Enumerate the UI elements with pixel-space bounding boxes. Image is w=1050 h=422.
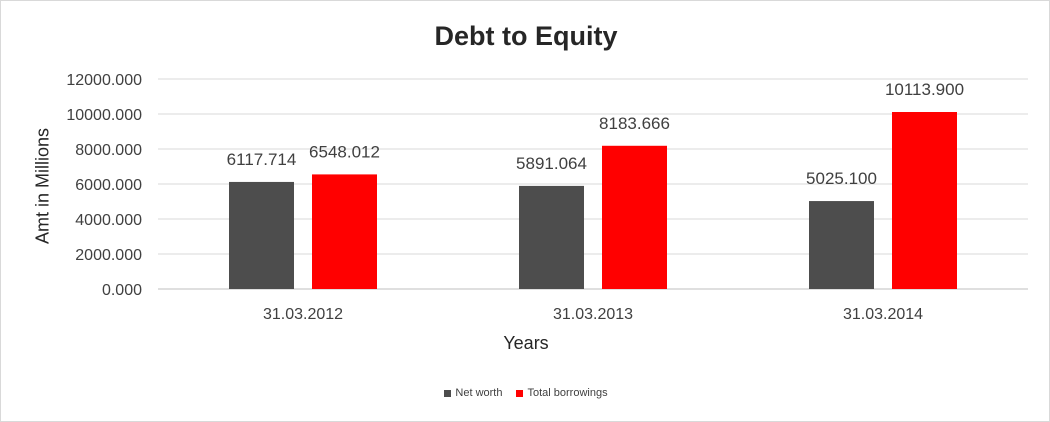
legend-item-total-borrowings: Total borrowings [516, 387, 608, 399]
bar-total-borrowings [602, 145, 667, 289]
y-tick-label: 6000.000 [75, 177, 142, 194]
data-label: 5891.064 [516, 154, 587, 173]
data-label: 10113.900 [885, 80, 964, 99]
x-tick-label: 31.03.2014 [843, 306, 923, 323]
bar-net-worth [809, 201, 874, 289]
legend-swatch-total-borrowings [516, 389, 524, 397]
y-tick-label: 10000.000 [66, 107, 142, 124]
legend-swatch-net-worth [444, 389, 452, 397]
data-label: 6117.714 [227, 150, 297, 169]
data-label: 5025.100 [806, 169, 877, 188]
legend-item-net-worth: Net worth [444, 387, 502, 399]
chart-title: Debt to Equity [434, 21, 618, 51]
legend-label-net-worth: Net worth [455, 387, 503, 399]
bar-total-borrowings [892, 112, 957, 290]
y-tick-label: 12000.000 [66, 72, 142, 89]
data-label: 8183.666 [599, 114, 670, 133]
legend-label-total-borrowings: Total borrowings [527, 387, 608, 399]
x-tick-label: 31.03.2012 [263, 306, 343, 323]
y-tick-label: 0.000 [102, 282, 142, 299]
bar-net-worth [229, 181, 294, 289]
legend: Net worth Total borrowings [1, 387, 1050, 399]
bar-total-borrowings [312, 174, 377, 289]
y-tick-label: 4000.000 [75, 212, 142, 229]
x-axis-label: Years [503, 333, 549, 353]
y-tick-label: 2000.000 [75, 247, 142, 264]
y-tick-label: 8000.000 [75, 142, 142, 159]
bar-net-worth [519, 185, 584, 289]
x-tick-label: 31.03.2013 [553, 306, 633, 323]
data-label: 6548.012 [309, 142, 380, 161]
